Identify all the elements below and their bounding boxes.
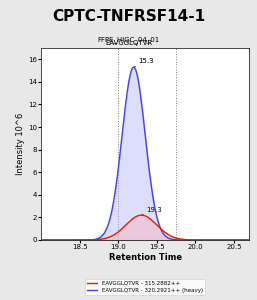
Legend: EAVGGLQTVR - 315.2882++, EAVGGLQTVR - 320.2921++ (heavy): EAVGGLQTVR - 315.2882++, EAVGGLQTVR - 32… bbox=[85, 279, 205, 295]
Text: CPTC-TNFRSF14-1: CPTC-TNFRSF14-1 bbox=[52, 9, 205, 24]
Text: FFPE_HIGC_04_01: FFPE_HIGC_04_01 bbox=[97, 36, 160, 43]
Y-axis label: Intensity 10^6: Intensity 10^6 bbox=[16, 113, 25, 175]
Text: EAVGGLQTVR: EAVGGLQTVR bbox=[105, 40, 152, 46]
Text: 15.3: 15.3 bbox=[134, 58, 154, 67]
X-axis label: Retention Time: Retention Time bbox=[109, 253, 182, 262]
Text: 19.3: 19.3 bbox=[141, 207, 162, 215]
